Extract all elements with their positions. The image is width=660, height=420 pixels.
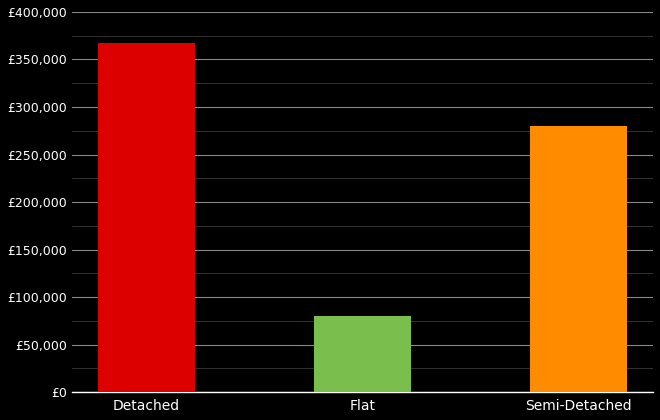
Bar — [98, 43, 195, 392]
Bar — [314, 316, 411, 392]
Bar — [529, 126, 626, 392]
